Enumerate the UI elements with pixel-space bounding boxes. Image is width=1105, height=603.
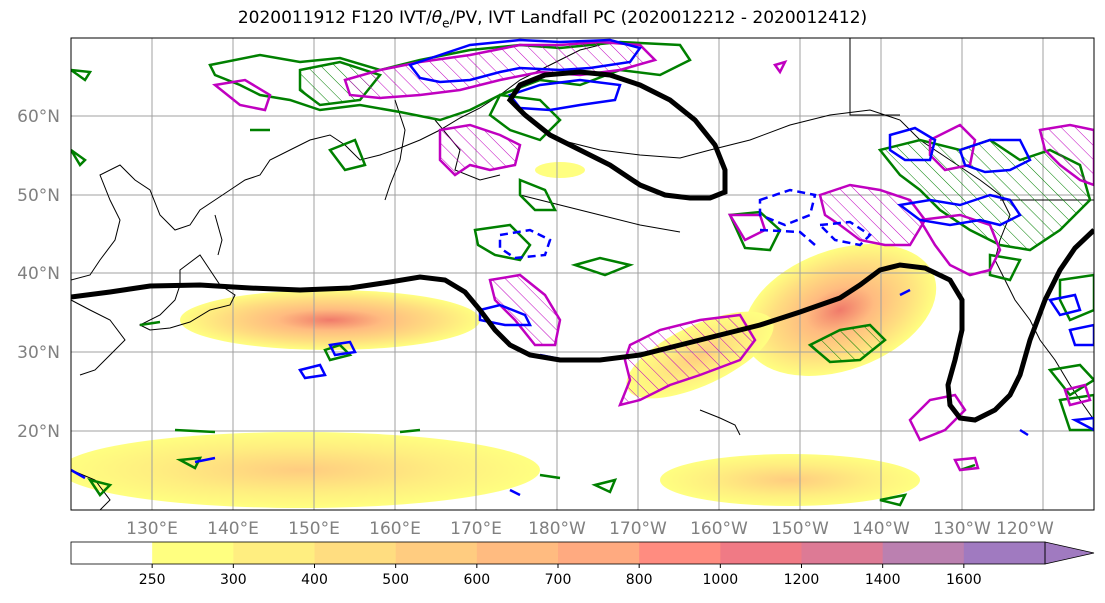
- colorbar-tick-label: 600: [463, 572, 490, 588]
- lon-label: 170°W: [609, 519, 667, 539]
- colorbar-tick-label: 700: [545, 572, 572, 588]
- longitude-labels: 130°E 140°E 150°E 160°E 170°E 180°W 170°…: [126, 519, 1054, 539]
- lon-label: 150°E: [288, 519, 340, 539]
- colorbar-tick-label: 250: [139, 572, 166, 588]
- lat-label: 30°N: [17, 343, 60, 363]
- title-prefix: 2020011912 F120 IVT/: [237, 8, 432, 28]
- pv-dashed-contours: [498, 188, 872, 260]
- title-suffix: /PV, IVT Landfall PC (2020012212 - 20200…: [449, 8, 868, 28]
- colorbar-swatches: [71, 542, 1046, 564]
- colorbar: 250 300 400 500 600 700 800 1000 1200 1400 1600: [70, 541, 1095, 588]
- map-border: [70, 37, 1095, 511]
- colorbar-swatch: [882, 542, 965, 564]
- colorbar-swatch: [314, 542, 397, 564]
- colorbar-swatch: [801, 542, 884, 564]
- lon-label: 160°E: [369, 519, 421, 539]
- lat-label: 20°N: [17, 422, 60, 442]
- title-theta: θ: [431, 8, 443, 28]
- lon-label: 180°W: [528, 519, 586, 539]
- lon-label: 150°W: [771, 519, 829, 539]
- colorbar-tick-label: 300: [220, 572, 247, 588]
- title-theta-sub: e: [442, 16, 450, 31]
- lon-label: 120°W: [996, 519, 1054, 539]
- colorbar-tick-label: 400: [301, 572, 328, 588]
- ivt-pc-contour: [71, 69, 1094, 423]
- colorbar-ticks: 250 300 400 500 600 700 800 1000 1200 1400 1600: [139, 564, 982, 588]
- lat-label: 40°N: [17, 264, 60, 284]
- lat-label: 50°N: [17, 186, 60, 206]
- pv-contours: [71, 38, 1094, 497]
- lon-label: 140°W: [852, 519, 910, 539]
- colorbar-tick-label: 1000: [703, 572, 739, 588]
- latitude-labels: 60°N 50°N 40°N 30°N 20°N: [17, 107, 60, 442]
- colorbar-swatch: [476, 542, 559, 564]
- colorbar-swatch: [395, 542, 478, 564]
- lon-label: 130°E: [126, 519, 178, 539]
- colorbar-tick-label: 800: [626, 572, 653, 588]
- colorbar-tick-label: 1600: [946, 572, 982, 588]
- colorbar-tick-label: 500: [382, 572, 409, 588]
- lon-label: 140°E: [207, 519, 259, 539]
- colorbar-swatch: [639, 542, 721, 564]
- lat-label: 60°N: [17, 107, 60, 127]
- colorbar-swatch: [720, 542, 802, 564]
- colorbar-tick-label: 1200: [784, 572, 820, 588]
- colorbar-extend-arrow: [1044, 541, 1095, 565]
- colorbar-swatch: [152, 542, 234, 564]
- lon-label: 170°E: [450, 519, 502, 539]
- colorbar-swatch: [558, 542, 640, 564]
- map-area: [71, 38, 1094, 510]
- colorbar-tick-label: 1400: [865, 572, 901, 588]
- lon-label: 160°W: [690, 519, 748, 539]
- colorbar-swatch: [71, 542, 153, 564]
- map-title: 2020011912 F120 IVT/θe/PV, IVT Landfall …: [0, 8, 1105, 30]
- colorbar-swatch: [233, 542, 315, 564]
- lon-label: 130°W: [933, 519, 991, 539]
- colorbar-swatch: [963, 542, 1046, 564]
